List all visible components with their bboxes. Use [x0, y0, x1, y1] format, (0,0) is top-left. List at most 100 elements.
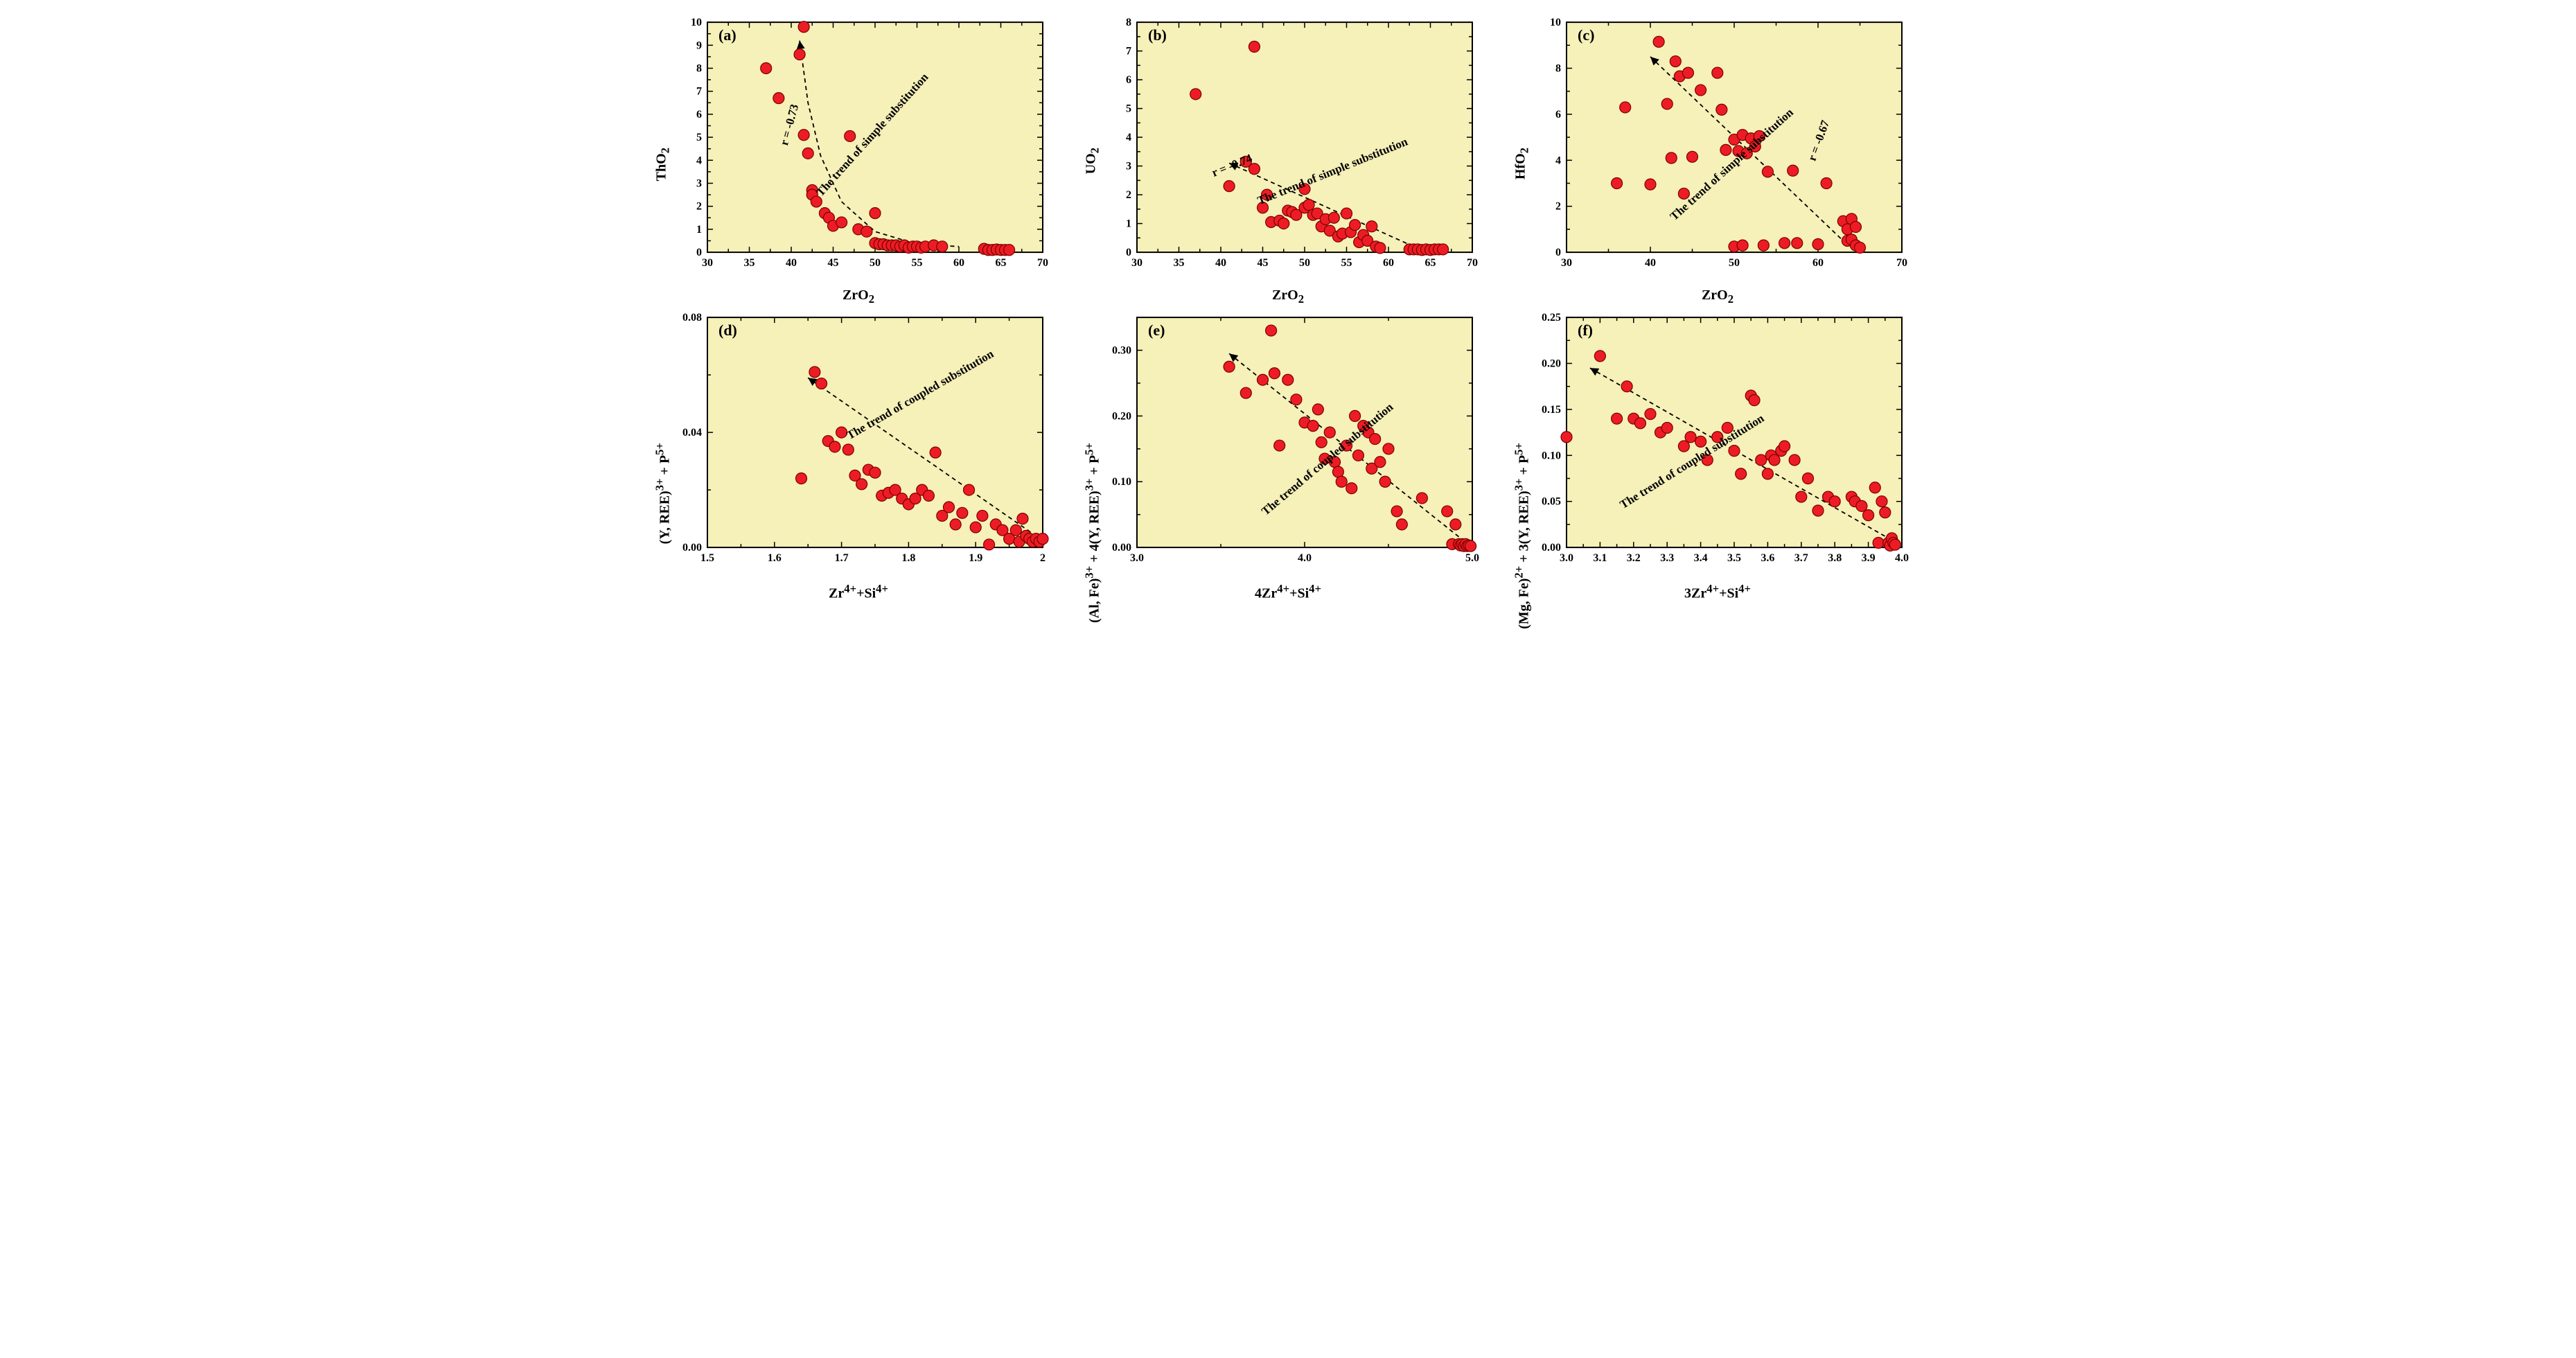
data-point — [843, 444, 854, 455]
svg-text:60: 60 — [1812, 257, 1824, 269]
svg-text:60: 60 — [1383, 257, 1394, 269]
data-point — [957, 508, 968, 519]
data-point — [1375, 457, 1386, 468]
plot-bg — [1137, 22, 1472, 252]
svg-text:4: 4 — [696, 155, 702, 166]
svg-text:10: 10 — [691, 17, 702, 28]
svg-text:2: 2 — [696, 201, 702, 213]
svg-text:3.9: 3.9 — [1862, 552, 1876, 564]
data-point — [1010, 524, 1021, 536]
chart-grid: ThO2ZrO2303540455055606570012345678910Th… — [664, 14, 1912, 576]
plot-svg: 30405060700246810The trend of simple sub… — [1524, 14, 1912, 281]
data-point — [1687, 151, 1698, 162]
svg-text:6: 6 — [1126, 74, 1131, 86]
svg-text:0: 0 — [696, 247, 702, 258]
panel-e: (Al, Fe)3+ + 4(Y, REE)3+ + P5+4Zr4++Si4+… — [1094, 309, 1482, 576]
svg-text:3.3: 3.3 — [1660, 552, 1674, 564]
data-point — [1612, 413, 1623, 424]
svg-text:3.5: 3.5 — [1727, 552, 1741, 564]
svg-text:40: 40 — [1645, 257, 1656, 269]
data-point — [1812, 505, 1824, 516]
svg-text:1.5: 1.5 — [700, 552, 714, 564]
svg-text:50: 50 — [1299, 257, 1310, 269]
data-point — [1621, 381, 1632, 392]
plot-svg: 3.04.05.00.000.100.200.30The trend of co… — [1094, 309, 1482, 576]
svg-text:30: 30 — [1561, 257, 1572, 269]
svg-text:45: 45 — [1258, 257, 1269, 269]
svg-text:1: 1 — [1126, 218, 1131, 230]
data-point — [1620, 102, 1631, 113]
svg-text:3: 3 — [696, 178, 702, 190]
data-point — [1224, 181, 1235, 192]
svg-text:40: 40 — [786, 257, 797, 269]
data-point — [870, 208, 881, 219]
svg-text:65: 65 — [1425, 257, 1436, 269]
data-point — [984, 539, 995, 550]
data-point — [1350, 411, 1361, 422]
xlabel: ZrO2 — [843, 288, 874, 306]
svg-text:0.20: 0.20 — [1112, 411, 1131, 423]
svg-text:3.0: 3.0 — [1130, 552, 1144, 564]
data-point — [1037, 534, 1048, 545]
data-point — [1269, 368, 1280, 379]
svg-text:50: 50 — [1729, 257, 1740, 269]
data-point — [1829, 496, 1840, 507]
data-point — [1736, 468, 1747, 479]
data-point — [1756, 455, 1767, 466]
data-point — [1788, 165, 1799, 176]
data-point — [1316, 437, 1327, 448]
data-point — [1450, 519, 1461, 530]
panel-tag: (e) — [1148, 321, 1165, 339]
data-point — [1258, 374, 1269, 385]
svg-text:55: 55 — [1341, 257, 1352, 269]
svg-text:4: 4 — [1126, 132, 1131, 143]
data-point — [1307, 421, 1318, 432]
data-point — [1661, 423, 1673, 434]
panel-f: (Mg, Fe)2+ + 3(Y, REE)3+ + P5+3Zr4++Si4+… — [1524, 309, 1912, 576]
data-point — [1695, 85, 1706, 96]
svg-text:70: 70 — [1896, 257, 1907, 269]
data-point — [1561, 432, 1572, 443]
svg-text:70: 70 — [1467, 257, 1478, 269]
svg-text:3.2: 3.2 — [1627, 552, 1641, 564]
svg-text:7: 7 — [1126, 46, 1131, 58]
data-point — [794, 49, 805, 60]
panel-d: (Y, REE)3+ + P5+Zr4++Si4+1.51.61.71.81.9… — [664, 309, 1052, 576]
data-point — [1324, 427, 1335, 438]
data-point — [923, 491, 934, 502]
data-point — [1762, 166, 1773, 177]
panel-a: ThO2ZrO2303540455055606570012345678910Th… — [664, 14, 1052, 281]
svg-text:2: 2 — [1555, 201, 1561, 213]
data-point — [845, 130, 856, 141]
panel-tag: (f) — [1578, 321, 1593, 339]
svg-text:5: 5 — [1126, 103, 1131, 115]
data-point — [1249, 41, 1260, 52]
plot-svg: 303540455055606570012345678910The trend … — [664, 14, 1052, 281]
data-point — [1612, 178, 1623, 189]
data-point — [1889, 539, 1900, 550]
data-point — [1779, 238, 1790, 249]
data-point — [1336, 476, 1347, 487]
xlabel: ZrO2 — [1702, 288, 1733, 306]
svg-text:60: 60 — [953, 257, 964, 269]
svg-text:3.4: 3.4 — [1694, 552, 1708, 564]
data-point — [1190, 89, 1201, 100]
data-point — [1769, 455, 1780, 466]
data-point — [802, 148, 813, 159]
svg-text:9: 9 — [696, 39, 702, 51]
svg-text:0.15: 0.15 — [1542, 404, 1561, 416]
plot-bg — [707, 317, 1043, 547]
data-point — [1869, 482, 1880, 493]
svg-text:70: 70 — [1037, 257, 1048, 269]
data-point — [1749, 395, 1760, 406]
data-point — [1594, 351, 1605, 362]
data-point — [1661, 98, 1673, 109]
svg-text:3.0: 3.0 — [1560, 552, 1573, 564]
data-point — [1291, 394, 1302, 405]
data-point — [1274, 440, 1285, 451]
svg-text:3: 3 — [1126, 161, 1131, 173]
data-point — [1712, 67, 1723, 78]
svg-text:1.8: 1.8 — [901, 552, 915, 564]
data-point — [977, 511, 988, 522]
data-point — [1416, 493, 1427, 504]
